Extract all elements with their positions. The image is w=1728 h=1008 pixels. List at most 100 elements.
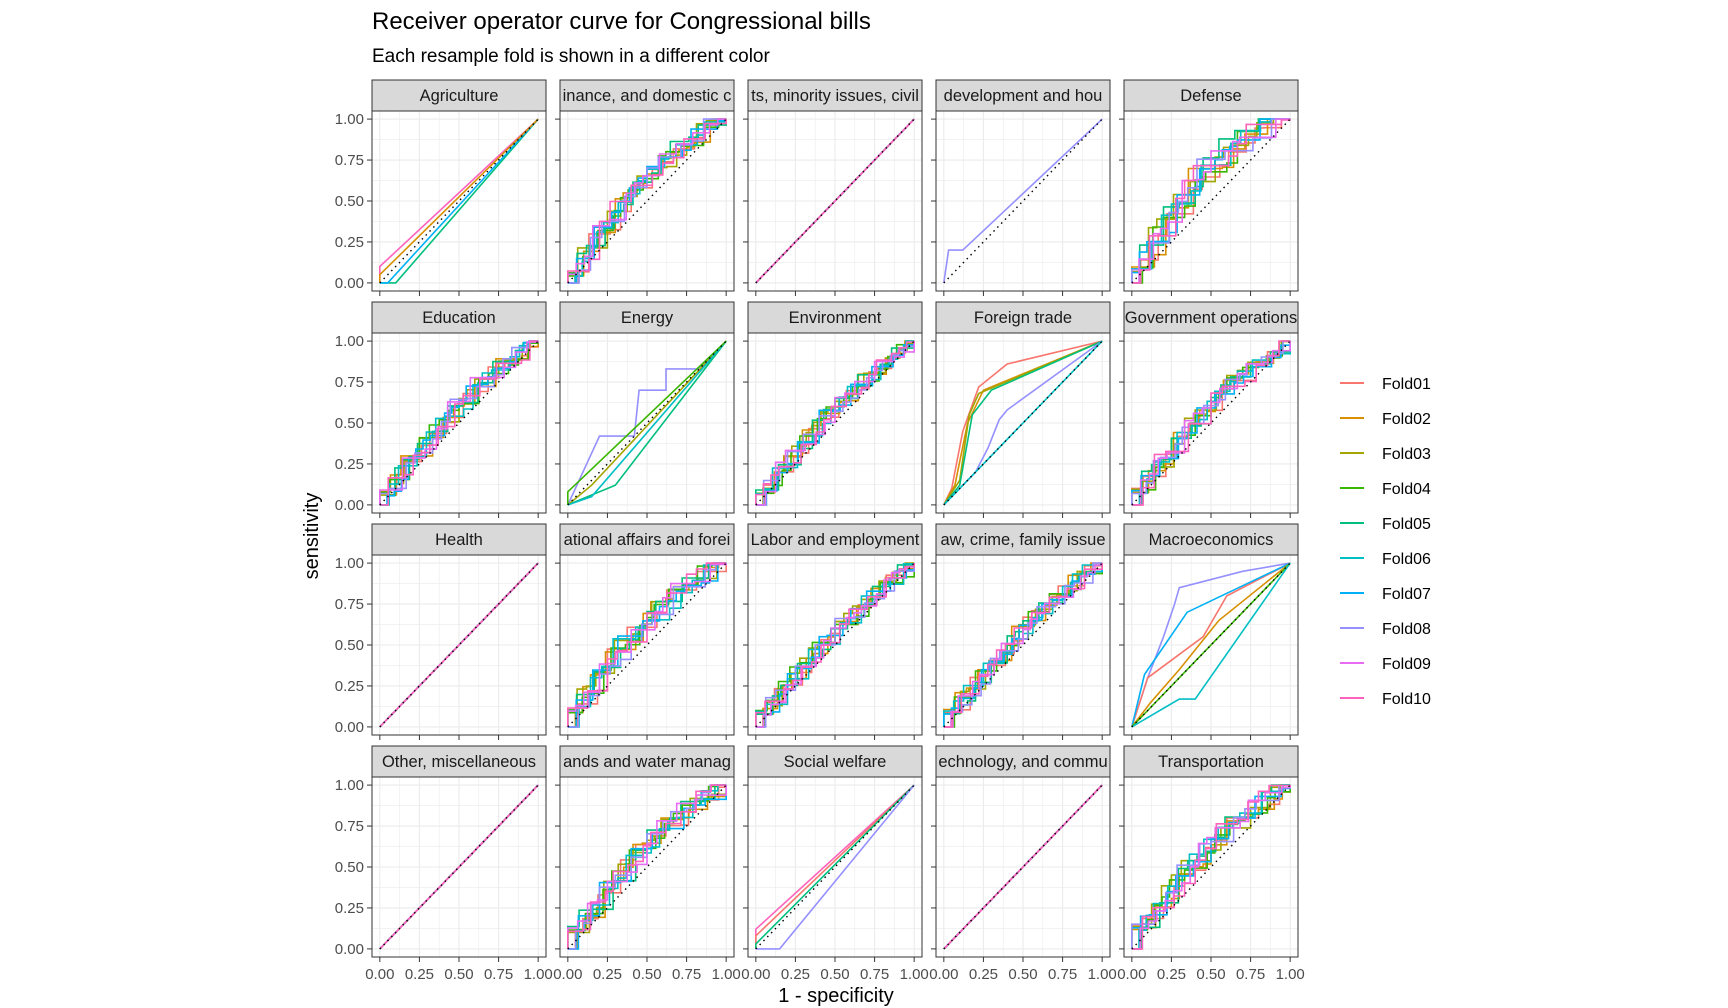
x-tick-label: 1.00 (900, 966, 929, 983)
roc-curve-fold09 (755, 563, 915, 728)
facet-panel: ational affairs and forei (555, 523, 735, 740)
y-tick-label: 0.50 (335, 637, 364, 654)
panel-lines (379, 562, 539, 728)
roc-curve-fold08 (567, 562, 727, 728)
y-tick-label: 0.75 (335, 818, 364, 835)
y-tick-label: 0.50 (335, 415, 364, 432)
facet-strip (747, 745, 923, 778)
roc-curve-fold07 (1131, 562, 1291, 728)
facet-panel: Social welfare 0.00 0.25 0.50 0.75 1.00 (741, 745, 929, 983)
facet-strip (1123, 523, 1299, 556)
roc-curve-fold05 (943, 340, 1103, 506)
x-tick-label: 0.75 (484, 966, 513, 983)
roc-curve-fold01 (1131, 562, 1291, 728)
facet-strip (935, 745, 1111, 778)
x-tick-label: 0.50 (1008, 966, 1037, 983)
legend-item: Fold01 (1340, 376, 1431, 393)
x-tick-label: 0.50 (444, 966, 473, 983)
x-tick-label: 0.75 (1048, 966, 1077, 983)
y-tick-label: 0.50 (335, 859, 364, 876)
roc-curve-fold10 (567, 562, 727, 727)
x-tick-label: 0.50 (1196, 966, 1225, 983)
facet-strip-label: Agriculture (420, 87, 499, 105)
facet-panel: Defense (1119, 79, 1299, 296)
roc-curve-fold07 (943, 563, 1103, 727)
panel-lines (943, 562, 1103, 728)
roc-curve-fold06 (1131, 562, 1291, 728)
roc-curve-fold05 (567, 340, 727, 506)
roc-curve-fold03 (943, 340, 1103, 506)
legend-label: Fold01 (1382, 376, 1431, 393)
facet-strip-label: Other, miscellaneous (382, 753, 536, 771)
facet-panel: Government operations (1119, 301, 1299, 518)
facet-panel: echnology, and commu 0.00 0.25 0.50 0.75 1.00 (929, 745, 1117, 983)
legend-label: Fold07 (1382, 586, 1431, 603)
facet-panel: Transportation 0.00 0.25 0.50 0.75 1.00 (1117, 745, 1305, 983)
facet-strip (371, 745, 547, 778)
roc-curve-fold09 (567, 118, 727, 283)
legend-item: Fold10 (1340, 691, 1431, 708)
facet-strip-label: development and hou (944, 87, 1103, 105)
panel-lines (755, 118, 915, 284)
roc-curve-fold06 (943, 340, 1103, 506)
roc-curve-fold10 (943, 784, 1103, 950)
facet-panels: Agriculture 0.00 0.25 0.50 0.75 1.00 inance, a… (335, 79, 1305, 983)
facet-strip-label: Health (435, 531, 483, 549)
chart-title: Receiver operator curve for Congressiona… (372, 8, 871, 35)
legend-item: Fold09 (1340, 656, 1431, 673)
roc-curve-fold10 (567, 119, 727, 283)
panel-lines (943, 340, 1103, 506)
facet-strip (559, 523, 735, 556)
y-tick-label: 0.00 (335, 941, 364, 958)
facet-strip-label: ts, minority issues, civil (751, 87, 919, 105)
roc-curve-fold03 (567, 340, 727, 506)
facet-strip (935, 79, 1111, 112)
roc-curve-fold08 (943, 118, 1103, 284)
facet-strip-label: Social welfare (784, 753, 887, 771)
x-tick-label: 0.75 (1236, 966, 1265, 983)
legend-item: Fold08 (1340, 621, 1431, 638)
legend-item: Fold07 (1340, 586, 1431, 603)
panel-lines (567, 784, 727, 950)
facet-strip-label: ational affairs and forei (564, 531, 731, 549)
roc-curve-fold03 (379, 341, 539, 505)
roc-curve-fold10 (379, 562, 539, 728)
y-tick-label: 0.75 (335, 374, 364, 391)
facet-panel: Environment (743, 301, 923, 518)
facet-strip-label: echnology, and commu (938, 753, 1107, 771)
x-tick-label: 0.50 (632, 966, 661, 983)
roc-curve-fold07 (567, 562, 727, 728)
facet-panel: Education 0.00 0.25 0.50 0.75 1.00 (335, 301, 547, 518)
roc-curve-fold09 (1131, 118, 1291, 284)
x-tick-label: 0.25 (969, 966, 998, 983)
legend-label: Fold05 (1382, 516, 1431, 533)
y-tick-label: 0.50 (335, 193, 364, 210)
roc-curve-fold09 (1131, 785, 1291, 950)
legend-label: Fold10 (1382, 691, 1431, 708)
y-tick-label: 0.00 (335, 719, 364, 736)
y-tick-label: 0.00 (335, 497, 364, 514)
y-tick-label: 0.25 (335, 900, 364, 917)
roc-curve-fold05 (943, 563, 1103, 727)
facet-panel: Energy (555, 301, 735, 518)
facet-panel: aw, crime, family issue (931, 523, 1111, 740)
roc-curve-fold06 (567, 340, 727, 506)
panel-lines (379, 118, 539, 284)
y-tick-label: 0.25 (335, 678, 364, 695)
x-tick-label: 0.00 (741, 966, 770, 983)
roc-curve-fold08 (755, 784, 915, 950)
legend-item: Fold04 (1340, 481, 1431, 498)
facet-strip-label: aw, crime, family issue (940, 531, 1105, 549)
facet-strip (559, 745, 735, 778)
facet-strip-label: Environment (789, 309, 882, 327)
x-tick-label: 1.00 (524, 966, 553, 983)
roc-curve-fold06 (379, 340, 539, 506)
panel-lines (1131, 784, 1291, 950)
facet-strip (935, 301, 1111, 334)
y-tick-label: 1.00 (335, 555, 364, 572)
x-tick-label: 1.00 (1276, 966, 1305, 983)
facet-strip-label: inance, and domestic c (563, 87, 732, 105)
panel-lines (379, 784, 539, 950)
roc-curve-fold10 (755, 341, 915, 505)
